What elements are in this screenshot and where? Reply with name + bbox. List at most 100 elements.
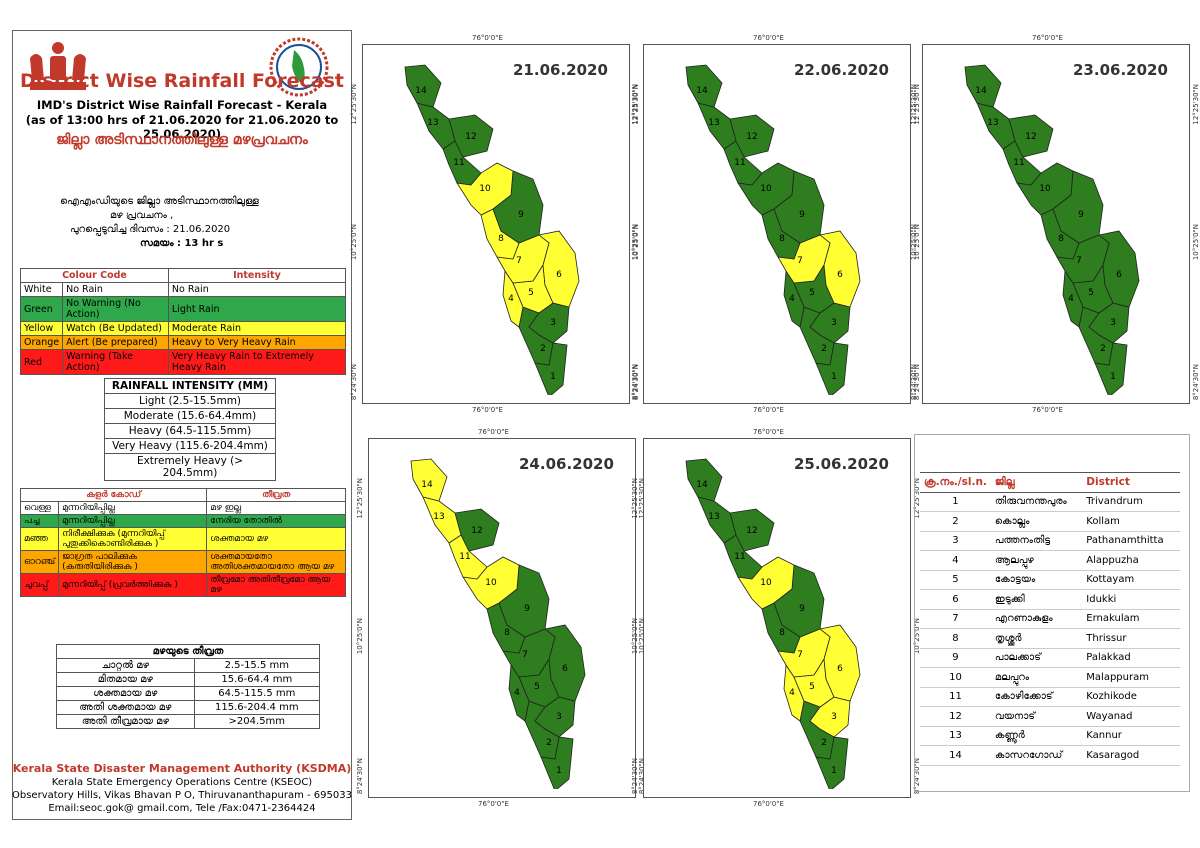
lat-tick-left: 10°25'0"N — [910, 224, 918, 261]
district-row: 9 പാലക്കാട് Palakkad — [920, 648, 1180, 668]
colour-code-row: Yellow Watch (Be Updated) Moderate Rain — [19, 321, 347, 336]
district-number-label: 6 — [1116, 270, 1122, 280]
district-number-label: 5 — [809, 288, 815, 298]
footer-line2: Observatory Hills, Vikas Bhavan P O, Thi… — [12, 790, 352, 801]
district-number: 13 — [920, 726, 991, 746]
lon-tick-bottom: 76°0'0"E — [753, 800, 784, 808]
district-number-label: 13 — [987, 118, 998, 128]
map-date: 24.06.2020 — [519, 455, 614, 473]
rainfall-row: Heavy (64.5-115.5mm) — [104, 423, 276, 439]
forecast-period: (as of 13:00 hrs of 21.06.2020 for 21.06… — [25, 113, 339, 141]
rainfall-row: Very Heavy (115.6-204.4mm) — [104, 438, 276, 454]
district-name-ml: കോട്ടയം — [990, 570, 1083, 590]
district-number-label: 11 — [459, 552, 470, 562]
lon-tick-bottom: 76°0'0"E — [753, 406, 784, 414]
district-number-label: 6 — [556, 270, 562, 280]
district-name-en: Alappuzha — [1082, 550, 1180, 571]
district-number-label: 7 — [1076, 256, 1082, 266]
district-name-en: Trivandrum — [1082, 492, 1180, 512]
district-name-en: Idukki — [1082, 589, 1180, 610]
forecast-map-panel: 1 2 3 4 5 6 7 8 9 10 11 12 13 14 25.06.2020 — [643, 438, 911, 798]
district-region-14 — [410, 458, 448, 502]
warning-label: Watch (Be Updated) — [62, 321, 169, 336]
district-number-label: 10 — [485, 578, 497, 588]
district-row: 14 കാസറഗോഡ് Kasaragod — [920, 745, 1180, 766]
rainfall-range: Moderate (15.6-64.4mm) — [104, 408, 276, 424]
district-name-ml: ആലപ്പുഴ — [990, 550, 1083, 571]
lon-tick-bottom: 76°0'0"E — [478, 800, 509, 808]
colour-code-ml-row: പച്ച മുന്നറിയിപ്പില്ല നേരിയ തോതിൽ — [19, 514, 346, 528]
rainfall-row: Extremely Heavy (> 204.5mm) — [104, 453, 276, 481]
map-date: 23.06.2020 — [1073, 61, 1168, 79]
rainfall-intensity-ml-table: മഴയുടെ തീവ്രത ചാറ്റൽ മഴ 2.5-15.5 mm മിതമായ… — [56, 644, 321, 729]
district-name-ml: മലപ്പുറം — [990, 667, 1083, 688]
district-number-label: 13 — [433, 512, 444, 522]
district-number-label: 14 — [975, 86, 987, 96]
info-panel — [12, 30, 352, 820]
colour-name-ml: ചുവപ്പ് — [19, 573, 60, 597]
district-region-14 — [964, 64, 1002, 108]
lat-tick-left: 10°25'0"N — [356, 618, 364, 655]
page-title: District Wise Rainfall Forecast — [19, 70, 344, 92]
forecast-map-panel: 1 2 3 4 5 6 7 8 9 10 11 12 13 14 24.06.2020 — [368, 438, 636, 798]
district-number: 10 — [920, 667, 991, 688]
district-name-ml: പത്തനംതിട്ട — [990, 531, 1083, 551]
district-number: 12 — [920, 706, 991, 727]
district-number-label: 5 — [809, 682, 815, 692]
district-number-label: 8 — [779, 234, 785, 244]
intensity-ml-header: തീവ്രത — [206, 488, 346, 502]
rainfall-ml-row: മിതമായ മഴ 15.6-64.4 mm — [56, 672, 321, 687]
district-name-en: Palakkad — [1082, 648, 1180, 668]
district-number-label: 6 — [837, 270, 843, 280]
district-number-label: 2 — [1100, 344, 1106, 354]
district-number: 7 — [920, 609, 991, 629]
colour-name-ml: പച്ച — [19, 514, 60, 528]
rainfall-range: Extremely Heavy (> 204.5mm) — [104, 453, 276, 481]
district-name-ml: പാലക്കാട് — [990, 648, 1083, 668]
district-number-label: 3 — [831, 712, 837, 722]
district-name-en: Kottayam — [1082, 570, 1180, 590]
district-name-ml: കൊല്ലം — [990, 511, 1083, 532]
intensity-label: No Rain — [167, 282, 347, 297]
warning-label-ml: മുന്നറിയിപ്പില്ല — [58, 501, 208, 515]
colour-name: White — [19, 282, 64, 297]
district-number-label: 10 — [760, 184, 772, 194]
intensity-label: Very Heavy Rain to Extremely Heavy Rain — [167, 349, 347, 375]
rainfall-ml-row: ചാറ്റൽ മഴ 2.5-15.5 mm — [56, 658, 321, 673]
colour-code-table: Colour Code Intensity White No Rain No Rain… — [19, 268, 347, 375]
district-number-label: 3 — [831, 318, 837, 328]
district-number-label: 3 — [550, 318, 556, 328]
colour-code-row: Green No Warning (No Action) Light Rain — [19, 296, 347, 322]
district-number-label: 11 — [734, 158, 745, 168]
rainfall-ml-row: അതി ശക്തമായ മഴ 115.6-204.4 mm — [56, 700, 321, 715]
lat-tick-left: 10°25'0"N — [631, 618, 639, 655]
district-legend — [914, 434, 1190, 792]
lat-tick-right: 12°25'30"N — [1192, 84, 1200, 125]
intensity-label-ml: നേരിയ തോതിൽ — [206, 514, 346, 528]
colour-code-ml-row: മഞ്ഞ നിരീക്ഷിക്കുക (മുന്നറിയിപ്പ് പുതുക്ക… — [19, 527, 346, 551]
district-region-9 — [1052, 170, 1104, 244]
lon-tick-bottom: 76°0'0"E — [1032, 406, 1063, 414]
district-row: 3 പത്തനംതിട്ട Pathanamthitta — [920, 531, 1180, 551]
district-number-label: 5 — [528, 288, 534, 298]
district-number-label: 1 — [831, 372, 837, 382]
district-number-label: 14 — [421, 480, 433, 490]
colour-name: Yellow — [19, 321, 64, 336]
district-table: ക്ര.നം./sl.n. ജില്ല District 1 തിരുവനന്തപ… — [920, 472, 1180, 766]
warning-label: No Rain — [62, 282, 169, 297]
district-number: 4 — [920, 550, 991, 571]
warning-label-ml: മുന്നറിയിപ്പ് (പ്രവർത്തിക്കുക ) — [58, 573, 208, 597]
rainfall-ml-label: ചാറ്റൽ മഴ — [56, 658, 195, 673]
district-row: 10 മലപ്പുറം Malappuram — [920, 667, 1180, 688]
colour-code-ml-header: കളർ കോഡ് — [19, 488, 208, 502]
district-number: 2 — [920, 511, 991, 532]
warning-label-ml: ജാഗ്രത പാലിക്കുക (കരുതിയിരിക്കുക ) — [58, 550, 208, 574]
district-number-label: 12 — [471, 526, 482, 536]
district-number: 11 — [920, 687, 991, 707]
district-number-label: 4 — [1068, 294, 1074, 304]
lat-tick-left: 10°25'0"N — [350, 224, 358, 261]
rainfall-row: Light (2.5-15.5mm) — [104, 393, 276, 409]
